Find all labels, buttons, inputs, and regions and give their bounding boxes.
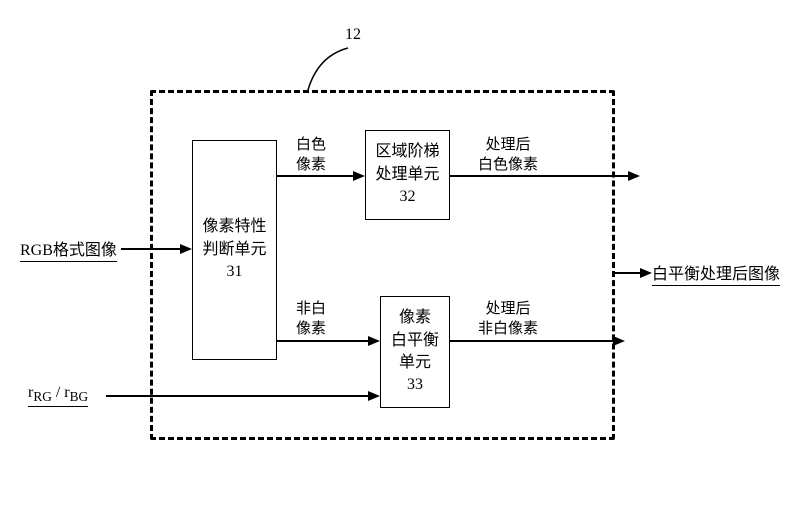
edge-32-out-head [628,171,640,181]
node-31-line2: 判断单元 [202,239,266,261]
edge-rgb-to-31-head [180,244,192,254]
edge-main-out-head [640,268,652,278]
edge-33-out [450,340,615,342]
node-33-line3: 单元 [399,352,431,374]
e5-l1: 处理后 [478,300,538,320]
e3-l2: 像素 [296,320,326,340]
node-32-line3: 32 [400,186,416,208]
edge-31-to-33-label: 非白 像素 [296,300,326,339]
node-33-line2: 白平衡 [391,330,439,352]
node-31-line1: 像素特性 [202,216,266,238]
e3-l1: 非白 [296,300,326,320]
node-32-line1: 区域阶梯 [375,141,439,163]
edge-31-to-33-head [368,336,380,346]
output-label: 白平衡处理后图像 [652,260,780,286]
node-32: 区域阶梯 处理单元 32 [365,130,450,220]
input-ratio-label: rRG / rBG [28,384,88,407]
diagram-id-label: 12 [345,26,361,44]
ratio-mid: / r [52,384,70,401]
edge-33-out-head [613,336,625,346]
e2-l1: 白色 [296,136,326,156]
e4-l1: 处理后 [478,136,538,156]
node-31-line3: 31 [227,261,243,283]
ratio-sub1: RG [33,389,52,404]
ratio-sub2: BG [70,389,89,404]
diagram-root: 12 像素特性 判断单元 31 区域阶梯 处理单元 32 像素 白平衡 单元 3… [0,0,800,516]
callout-curve [290,44,370,94]
edge-33-out-label: 处理后 非白像素 [478,300,538,339]
edge-ratio-to-33 [106,395,369,397]
input-rgb-label: RGB格式图像 [20,236,117,262]
node-31: 像素特性 判断单元 31 [192,140,277,360]
e4-l2: 白色像素 [478,156,538,176]
edge-31-to-32-head [353,171,365,181]
edge-ratio-to-33-head [368,391,380,401]
edge-32-out [450,175,630,177]
edge-main-out [615,272,641,274]
edge-31-to-32-label: 白色 像素 [296,136,326,175]
e2-l2: 像素 [296,156,326,176]
node-32-line2: 处理单元 [375,164,439,186]
e5-l2: 非白像素 [478,320,538,340]
node-33: 像素 白平衡 单元 33 [380,296,450,408]
edge-32-out-label: 处理后 白色像素 [478,136,538,175]
edge-31-to-33 [277,340,369,342]
edge-31-to-32 [277,175,354,177]
node-33-line1: 像素 [399,307,431,329]
edge-rgb-to-31 [121,248,181,250]
node-33-line4: 33 [407,374,423,396]
